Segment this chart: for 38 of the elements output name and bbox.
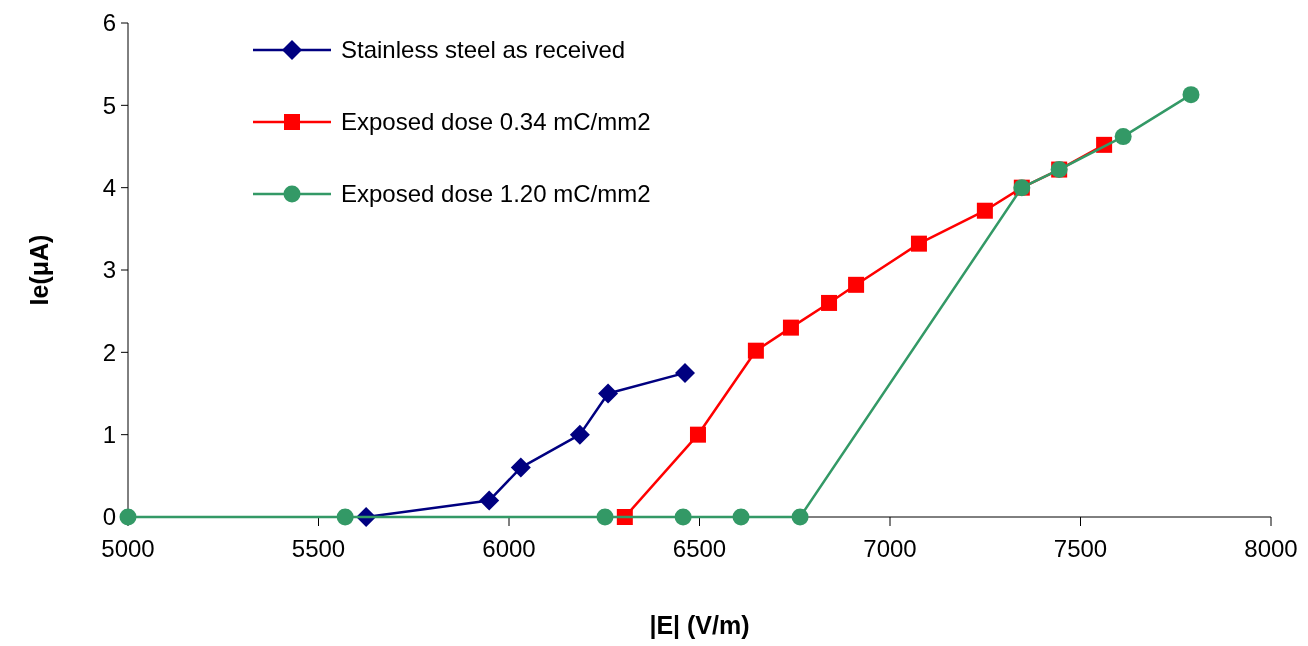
y-tick-label: 4 [102,174,116,202]
point [674,508,692,526]
x-axis-title: |E| (V/m) [649,611,750,639]
x-tick-label: 7000 [863,535,917,562]
point [336,508,354,526]
point [689,426,706,443]
point [510,457,531,478]
point [747,342,764,359]
x-tick-label: 6000 [482,535,536,562]
point [976,202,993,219]
point [791,508,809,526]
point [569,424,590,445]
point [782,319,799,336]
y-tick-label: 5 [102,91,116,119]
y-tick-label: 6 [102,9,116,37]
y-tick-label: 3 [102,256,116,284]
point [598,383,619,404]
point [848,276,865,293]
x-tick-label: 5500 [291,535,346,562]
y-tick-label: 2 [102,338,116,366]
legend-label: Exposed dose 0.34 mC/mm2 [341,108,651,136]
point [732,508,750,526]
point [675,362,696,383]
x-tick-label: 6500 [672,535,727,562]
point [479,490,500,511]
legend-label: Stainless steel as received [341,36,626,64]
y-tick-label: 0 [102,503,116,531]
point [821,294,838,311]
point [1114,128,1132,146]
point [596,508,614,526]
x-tick-label: 7500 [1053,535,1108,562]
y-tick-label: 1 [102,421,116,449]
legend-label: Exposed dose 1.20 mC/mm2 [341,180,651,208]
x-tick-label: 5000 [101,535,155,562]
point [1182,86,1200,104]
point [910,235,927,252]
x-tick-label: 8000 [1244,535,1298,562]
y-axis-title: Ie(μA) [25,234,53,306]
